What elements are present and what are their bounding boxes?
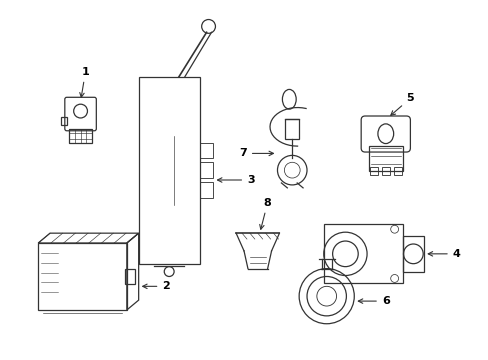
- Bar: [199, 162, 213, 178]
- Text: 2: 2: [142, 281, 170, 291]
- Text: 4: 4: [427, 249, 460, 259]
- Bar: [402, 236, 423, 271]
- Bar: [69, 129, 92, 143]
- Bar: [124, 269, 135, 284]
- Bar: [139, 77, 199, 264]
- Bar: [323, 224, 402, 283]
- Bar: [381, 167, 389, 175]
- Text: 5: 5: [390, 93, 413, 115]
- Text: 8: 8: [259, 198, 271, 229]
- Bar: [393, 167, 401, 175]
- Bar: [368, 145, 402, 171]
- Text: 7: 7: [239, 148, 273, 158]
- Bar: [369, 167, 377, 175]
- Bar: [199, 182, 213, 198]
- Text: 6: 6: [358, 296, 389, 306]
- Bar: [199, 143, 213, 158]
- Bar: [61, 117, 67, 125]
- Bar: [38, 243, 126, 310]
- Text: 3: 3: [217, 175, 254, 185]
- Text: 1: 1: [80, 67, 89, 97]
- Bar: [285, 119, 299, 139]
